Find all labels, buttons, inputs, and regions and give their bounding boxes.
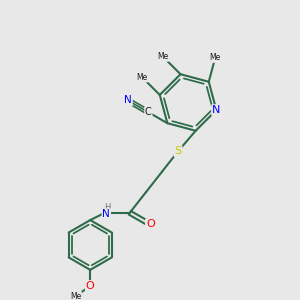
Text: O: O — [146, 220, 154, 230]
Text: N: N — [212, 105, 220, 115]
Text: H: H — [104, 203, 110, 212]
Text: N: N — [103, 209, 110, 219]
Text: Me: Me — [157, 52, 169, 61]
Text: Me: Me — [70, 292, 81, 300]
Text: Me: Me — [136, 73, 148, 82]
Text: C: C — [145, 107, 152, 117]
Text: S: S — [175, 146, 182, 156]
Text: O: O — [86, 281, 94, 291]
Text: N: N — [124, 95, 132, 106]
Text: Me: Me — [210, 53, 221, 62]
